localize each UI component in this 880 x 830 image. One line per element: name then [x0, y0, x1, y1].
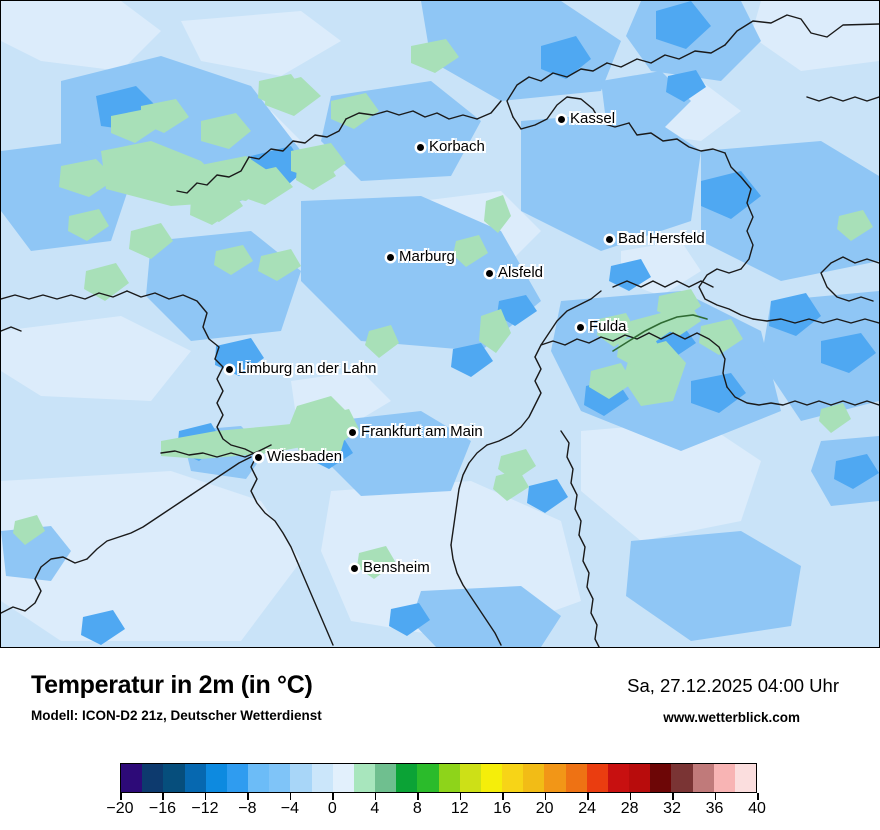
colorbar-tick — [374, 793, 377, 800]
colorbar-tick-label: 28 — [620, 800, 639, 817]
city-dot-icon — [349, 429, 356, 436]
page-title: Temperatur in 2m (in °C) — [31, 671, 313, 699]
colorbar-tick — [459, 793, 462, 800]
colorbar-tick-label: −12 — [191, 800, 219, 817]
city-dot-icon — [387, 254, 394, 261]
colorbar-tick-label: 36 — [705, 800, 724, 817]
colorbar-swatch — [544, 764, 566, 792]
colorbar-swatch — [523, 764, 545, 792]
colorbar-tick-label: 32 — [663, 800, 681, 817]
colorbar-swatch — [502, 764, 524, 792]
colorbar-tick — [629, 793, 632, 800]
colorbar-tick-label: 40 — [748, 800, 766, 817]
city-label: Bensheim — [363, 559, 430, 576]
city-dot-icon — [255, 454, 262, 461]
colorbar-tick-label: −16 — [148, 800, 177, 817]
valid-time: Sa, 27.12.2025 04:00 Uhr — [627, 675, 839, 696]
colorbar-swatch — [629, 764, 651, 792]
map-raster — [1, 1, 879, 647]
colorbar-swatch — [586, 764, 608, 792]
city-dot-icon — [351, 565, 358, 572]
colorbar-swatch — [142, 764, 164, 792]
colorbar-tick — [332, 793, 334, 800]
colorbar-swatch — [607, 764, 630, 792]
colorbar-tick — [544, 793, 547, 800]
colorbar-swatch — [332, 764, 354, 792]
colorbar-swatch — [375, 764, 397, 792]
colorbar-tick-label: 24 — [578, 800, 597, 817]
colorbar-swatch — [396, 764, 418, 792]
colorbar-swatch — [480, 764, 503, 792]
colorbar-tick — [417, 793, 419, 800]
colorbar-tick — [502, 793, 504, 800]
colorbar-tick — [162, 793, 164, 800]
colorbar-tick-label: 12 — [450, 800, 469, 817]
colorbar-tick-label: 20 — [535, 800, 554, 817]
temperature-map[interactable]: Kassel Korbach Bad Hersfeld Marburg Alsfeld F… — [0, 0, 880, 648]
city-dot-icon — [606, 236, 613, 243]
colorbar-tick-label: −8 — [238, 800, 257, 817]
caption-block: Temperatur in 2m (in °C) Modell: ICON-D2… — [0, 648, 880, 738]
colorbar-tick — [672, 793, 674, 800]
website-credit: www.wetterblick.com — [663, 710, 800, 725]
colorbar-tick — [204, 793, 207, 800]
city-label: Korbach — [429, 138, 485, 155]
city-label: Wiesbaden — [267, 448, 343, 465]
colorbar-tick-label: 4 — [370, 800, 380, 817]
city-label: Frankfurt am Main — [361, 423, 483, 440]
colorbar-swatch — [290, 764, 312, 792]
colorbar-tick-label: 16 — [493, 800, 512, 817]
colorbar-swatch — [269, 764, 291, 792]
colorbar-swatch — [650, 764, 672, 792]
colorbar-ticks — [120, 793, 759, 803]
colorbar-tick — [120, 793, 122, 800]
colorbar-swatch — [226, 764, 249, 792]
city-label: Fulda — [589, 318, 627, 335]
city-dot-icon — [226, 366, 233, 373]
colorbar-tick-label: 0 — [327, 800, 337, 817]
colorbar-swatch — [459, 764, 481, 792]
colorbar-swatch — [248, 764, 270, 792]
colorbar-tick — [289, 793, 292, 800]
colorbar-tick-labels: −20 −16 −12 −8 −4 0 4 8 12 16 20 24 28 32 36 40 — [0, 800, 880, 824]
colorbar-tick-label: −4 — [280, 800, 299, 817]
city-label: Bad Hersfeld — [618, 230, 705, 247]
city-dot-icon — [417, 144, 424, 151]
colorbar-swatch — [163, 764, 185, 792]
colorbar-swatch — [205, 764, 227, 792]
model-subtitle: Modell: ICON-D2 21z, Deutscher Wetterdie… — [31, 708, 322, 723]
colorbar-tick-label: −20 — [106, 800, 134, 817]
colorbar-swatch — [713, 764, 735, 792]
colorbar-swatch — [692, 764, 714, 792]
city-dot-icon — [486, 270, 493, 277]
city-dot-icon — [577, 324, 584, 331]
city-label: Kassel — [570, 110, 616, 127]
colorbar-tick — [714, 793, 717, 800]
colorbar-swatch — [438, 764, 460, 792]
colorbar-tick — [587, 793, 589, 800]
colorbar-swatch — [417, 764, 439, 792]
colorbar-tick-label: 8 — [412, 800, 422, 817]
colorbar-swatch — [671, 764, 693, 792]
colorbar-swatch — [121, 764, 143, 792]
colorbar-tick — [757, 793, 759, 800]
colorbar-legend: −20 −16 −12 −8 −4 0 4 8 12 16 20 24 28 32 36 40 — [0, 738, 880, 830]
city-label: Limburg an der Lahn — [238, 360, 377, 377]
colorbar-gradient — [120, 763, 757, 793]
colorbar-swatch — [565, 764, 587, 792]
colorbar-swatch — [353, 764, 376, 792]
city-label: Alsfeld — [498, 264, 544, 281]
city-dot-icon — [558, 116, 565, 123]
colorbar-swatch — [311, 764, 333, 792]
colorbar-swatch — [184, 764, 206, 792]
colorbar-swatch — [734, 764, 757, 792]
colorbar-tick — [247, 793, 249, 800]
city-label: Marburg — [399, 248, 455, 265]
